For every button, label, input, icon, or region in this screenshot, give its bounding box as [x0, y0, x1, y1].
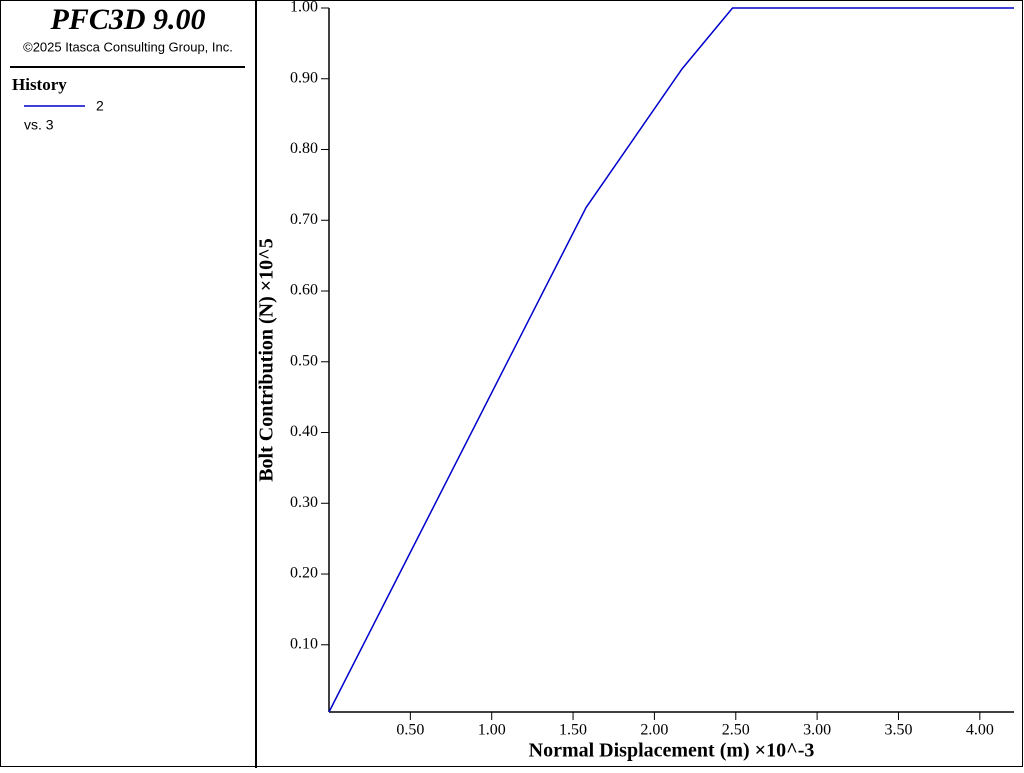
x-tick-label: 3.00 — [803, 722, 831, 739]
x-tick-label: 0.50 — [396, 722, 424, 739]
x-tick-label: 3.50 — [884, 722, 912, 739]
copyright: ©2025 Itasca Consulting Group, Inc. — [23, 39, 233, 54]
y-tick-label: 0.90 — [290, 69, 318, 86]
x-tick-label: 4.00 — [966, 722, 994, 739]
legend-title: History — [12, 75, 67, 94]
y-tick-label: 1.00 — [290, 0, 318, 16]
y-tick-label: 0.50 — [290, 352, 318, 369]
y-tick-label: 0.30 — [290, 494, 318, 511]
y-tick-label: 0.10 — [290, 635, 318, 652]
y-axis-label: Bolt Contribution (N) ×10^5 — [256, 238, 278, 482]
app-title: PFC3D 9.00 — [49, 3, 205, 36]
y-tick-label: 0.70 — [290, 211, 318, 228]
x-tick-label: 1.00 — [478, 722, 506, 739]
x-axis-label: Normal Displacement (m) ×10^-3 — [529, 740, 815, 762]
data-line — [328, 7, 1014, 713]
history-against: vs. 3 — [24, 117, 54, 133]
x-tick-label: 1.50 — [559, 722, 587, 739]
x-tick-label: 2.50 — [722, 722, 750, 739]
y-tick-label: 0.80 — [290, 140, 318, 157]
x-tick-label: 2.00 — [640, 722, 668, 739]
y-tick-label: 0.60 — [290, 282, 318, 299]
y-tick-label: 0.20 — [290, 565, 318, 582]
legend-label: 2 — [96, 98, 104, 114]
y-tick-label: 0.40 — [290, 423, 318, 440]
